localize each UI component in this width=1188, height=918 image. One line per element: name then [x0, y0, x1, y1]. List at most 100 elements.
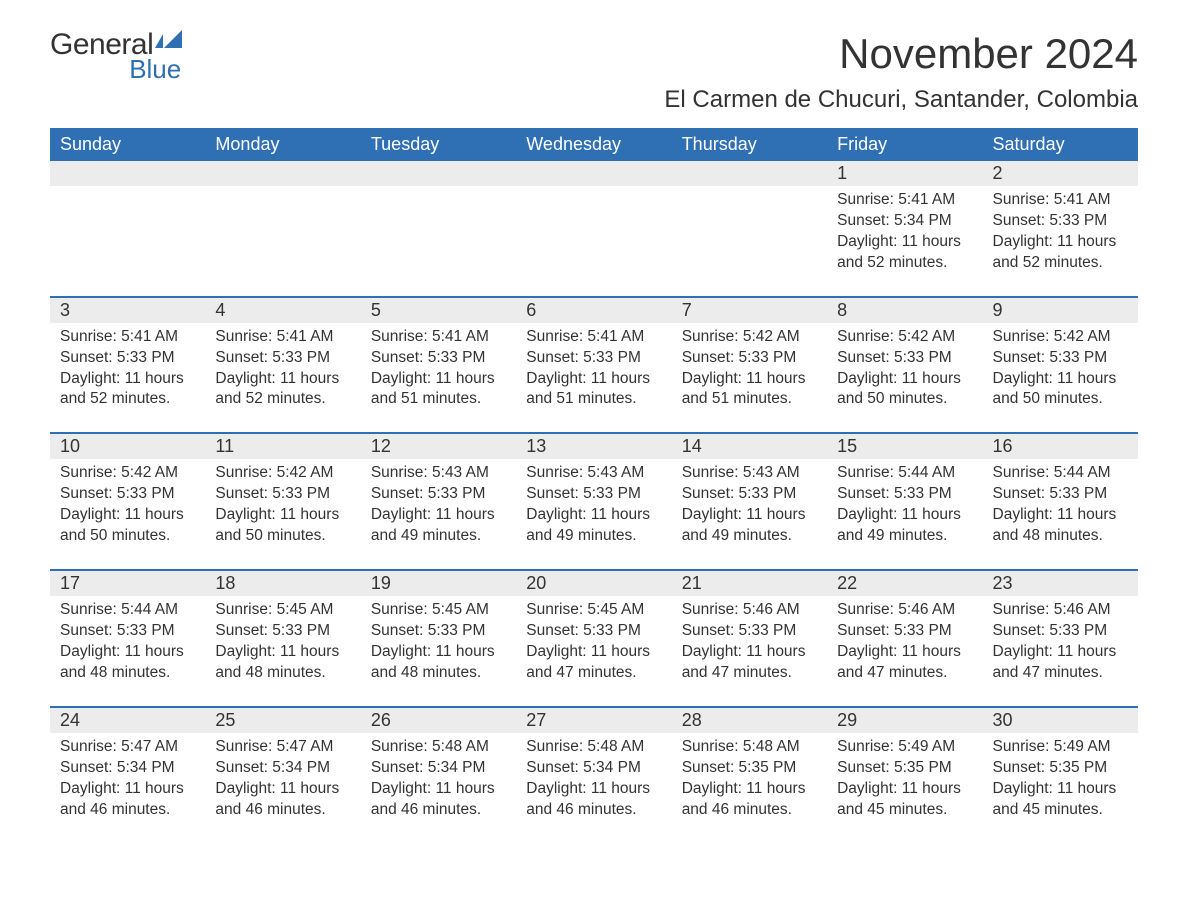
sunset-line: Sunset: 5:33 PM — [526, 485, 641, 502]
day-number: 22 — [827, 571, 982, 596]
day-number: 30 — [983, 708, 1138, 733]
day-data: Sunrise: 5:45 AMSunset: 5:33 PMDaylight:… — [205, 596, 360, 706]
daylight-line: Daylight: 11 hours and 51 minutes. — [682, 370, 806, 408]
sunrise-line: Sunrise: 5:41 AM — [526, 328, 644, 345]
sunset-line: Sunset: 5:33 PM — [215, 622, 330, 639]
daylight-line: Daylight: 11 hours and 48 minutes. — [60, 643, 184, 681]
day-number: 12 — [361, 434, 516, 459]
sunset-line: Sunset: 5:34 PM — [215, 759, 330, 776]
weekday-header: Wednesday — [516, 128, 671, 161]
sunset-line: Sunset: 5:35 PM — [837, 759, 952, 776]
sunset-line: Sunset: 5:35 PM — [682, 759, 797, 776]
week-daynum-row: 3456789 — [50, 297, 1138, 323]
sunrise-line: Sunrise: 5:45 AM — [526, 601, 644, 618]
daylight-line: Daylight: 11 hours and 52 minutes. — [215, 370, 339, 408]
day-data: Sunrise: 5:43 AM Sunset: 5:33 PM Daylight:… — [516, 459, 671, 569]
weekday-header: Friday — [827, 128, 982, 161]
day-data: Sunrise: 5:45 AMSunset: 5:33 PMDaylight:… — [361, 596, 516, 706]
sunrise-line: Sunrise: 5:46 AM — [993, 601, 1111, 618]
sunset-line: Sunset: 5:34 PM — [837, 212, 952, 229]
day-number: 24 — [50, 708, 205, 733]
day-data: Sunrise: 5:45 AMSunset: 5:33 PMDaylight:… — [516, 596, 671, 706]
day-data: Sunrise: 5:41 AM Sunset: 5:33 PM Daylight:… — [361, 323, 516, 433]
sunset-line: Sunset: 5:35 PM — [993, 759, 1108, 776]
weekday-header: Thursday — [672, 128, 827, 161]
day-data — [50, 186, 205, 294]
day-data: Sunrise: 5:43 AMSunset: 5:33 PMDaylight:… — [361, 459, 516, 569]
sunrise-line: Sunrise: 5:48 AM — [682, 738, 800, 755]
sunrise-line: Sunrise: 5:47 AM — [60, 738, 178, 755]
sunset-line: Sunset: 5:33 PM — [682, 349, 797, 366]
day-number: 6 — [516, 298, 671, 323]
day-number — [205, 161, 360, 186]
week-data-row: Sunrise: 5:41 AM Sunset: 5:33 PM Daylight:… — [50, 323, 1138, 434]
day-number: 18 — [205, 571, 360, 596]
page-subtitle: El Carmen de Chucuri, Santander, Colombi… — [50, 86, 1138, 114]
day-number: 26 — [361, 708, 516, 733]
sunrise-line: Sunrise: 5:45 AM — [215, 601, 333, 618]
day-data: Sunrise: 5:46 AMSunset: 5:33 PMDaylight:… — [983, 596, 1138, 706]
daylight-line: Daylight: 11 hours and 51 minutes. — [371, 370, 495, 408]
sunset-line: Sunset: 5:33 PM — [837, 622, 952, 639]
day-number — [50, 161, 205, 186]
day-data: Sunrise: 5:49 AMSunset: 5:35 PMDaylight:… — [983, 733, 1138, 843]
day-number — [361, 161, 516, 186]
daylight-line: Daylight: 11 hours and 48 minutes. — [371, 643, 495, 681]
daylight-line: Daylight: 11 hours and 52 minutes. — [837, 233, 961, 271]
daylight-line: Daylight: 11 hours and 46 minutes. — [371, 780, 495, 818]
week-daynum-row: 17181920212223 — [50, 570, 1138, 596]
sunrise-line: Sunrise: 5:43 AM — [526, 464, 644, 481]
day-number: 28 — [672, 708, 827, 733]
sunrise-line: Sunrise: 5:41 AM — [837, 191, 955, 208]
daylight-line: Daylight: 11 hours and 46 minutes. — [215, 780, 339, 818]
day-data — [361, 186, 516, 294]
day-data — [205, 186, 360, 294]
week-data-row: Sunrise: 5:42 AMSunset: 5:33 PMDaylight:… — [50, 459, 1138, 570]
day-number — [672, 161, 827, 186]
daylight-line: Daylight: 11 hours and 47 minutes. — [526, 643, 650, 681]
day-number: 17 — [50, 571, 205, 596]
day-number: 7 — [672, 298, 827, 323]
day-number: 9 — [983, 298, 1138, 323]
day-data: Sunrise: 5:44 AM Sunset: 5:33 PM Daylight:… — [983, 459, 1138, 569]
sunrise-line: Sunrise: 5:47 AM — [215, 738, 333, 755]
sunrise-line: Sunrise: 5:45 AM — [371, 601, 489, 618]
day-data: Sunrise: 5:43 AMSunset: 5:33 PMDaylight:… — [672, 459, 827, 569]
daylight-line: Daylight: 11 hours and 47 minutes. — [682, 643, 806, 681]
daylight-line: Daylight: 11 hours and 48 minutes. — [993, 506, 1117, 544]
week-data-row: Sunrise: 5:44 AMSunset: 5:33 PMDaylight:… — [50, 596, 1138, 707]
week-data-row: Sunrise: 5:41 AM Sunset: 5:34 PM Daylight:… — [50, 186, 1138, 297]
sunset-line: Sunset: 5:33 PM — [837, 349, 952, 366]
daylight-line: Daylight: 11 hours and 45 minutes. — [993, 780, 1117, 818]
sunrise-line: Sunrise: 5:43 AM — [371, 464, 489, 481]
brand-logo: General Blue — [50, 30, 183, 82]
sunrise-line: Sunrise: 5:46 AM — [682, 601, 800, 618]
sunset-line: Sunset: 5:33 PM — [993, 485, 1108, 502]
sunrise-line: Sunrise: 5:49 AM — [837, 738, 955, 755]
sunrise-line: Sunrise: 5:41 AM — [993, 191, 1111, 208]
sunrise-line: Sunrise: 5:41 AM — [371, 328, 489, 345]
calendar-table: Sunday Monday Tuesday Wednesday Thursday… — [50, 128, 1138, 842]
day-data: Sunrise: 5:42 AMSunset: 5:33 PMDaylight:… — [50, 459, 205, 569]
daylight-line: Daylight: 11 hours and 49 minutes. — [682, 506, 806, 544]
daylight-line: Daylight: 11 hours and 50 minutes. — [837, 370, 961, 408]
sunset-line: Sunset: 5:33 PM — [371, 349, 486, 366]
daylight-line: Daylight: 11 hours and 49 minutes. — [837, 506, 961, 544]
daylight-line: Daylight: 11 hours and 50 minutes. — [993, 370, 1117, 408]
day-data: Sunrise: 5:47 AM Sunset: 5:34 PM Daylight:… — [205, 733, 360, 843]
day-data: Sunrise: 5:44 AMSunset: 5:33 PMDaylight:… — [50, 596, 205, 706]
sunset-line: Sunset: 5:34 PM — [526, 759, 641, 776]
day-number: 29 — [827, 708, 982, 733]
sunset-line: Sunset: 5:33 PM — [215, 349, 330, 366]
daylight-line: Daylight: 11 hours and 49 minutes. — [526, 506, 650, 544]
weekday-header: Sunday — [50, 128, 205, 161]
day-data: Sunrise: 5:48 AMSunset: 5:34 PMDaylight:… — [516, 733, 671, 843]
sunrise-line: Sunrise: 5:41 AM — [215, 328, 333, 345]
sunrise-line: Sunrise: 5:46 AM — [837, 601, 955, 618]
sunset-line: Sunset: 5:33 PM — [60, 485, 175, 502]
week-daynum-row: 12 — [50, 161, 1138, 186]
day-number: 3 — [50, 298, 205, 323]
sunrise-line: Sunrise: 5:44 AM — [993, 464, 1111, 481]
day-data — [516, 186, 671, 294]
sunrise-line: Sunrise: 5:48 AM — [371, 738, 489, 755]
